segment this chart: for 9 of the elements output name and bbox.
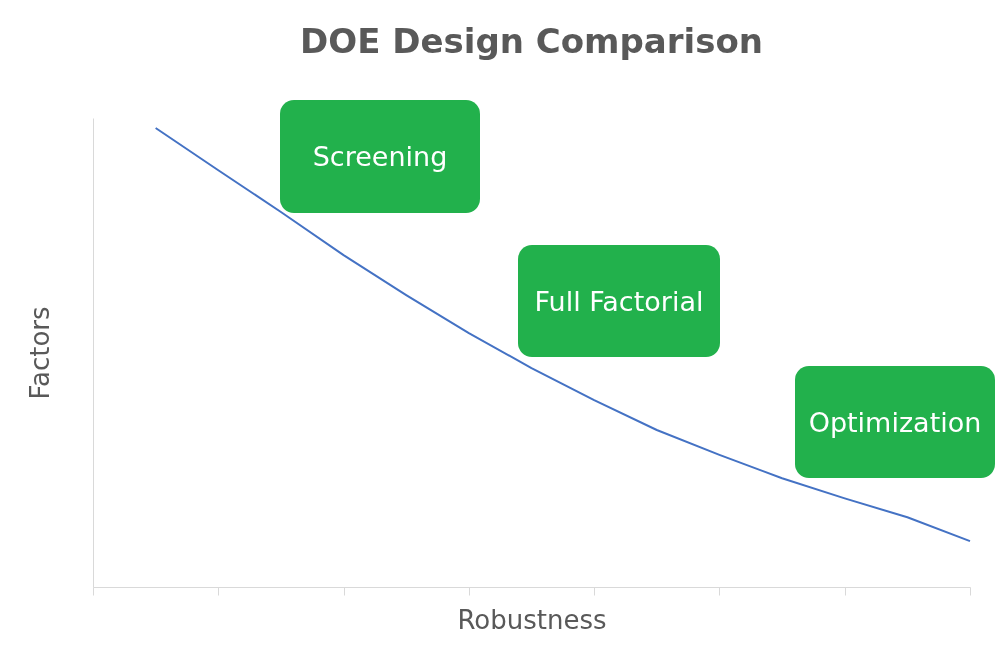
rounded-box: Full Factorial bbox=[518, 245, 720, 357]
chart-title: DOE Design Comparison bbox=[300, 21, 763, 61]
annotation: Full Factorial bbox=[534, 285, 704, 317]
x-axis-title: Robustness bbox=[457, 605, 607, 635]
y-axis-title: Factors bbox=[24, 306, 55, 400]
annotation: Optimization bbox=[808, 406, 982, 438]
rounded-box: Screening bbox=[280, 100, 480, 213]
rounded-box: Optimization bbox=[795, 366, 995, 478]
annotation: Screening bbox=[312, 141, 448, 172]
